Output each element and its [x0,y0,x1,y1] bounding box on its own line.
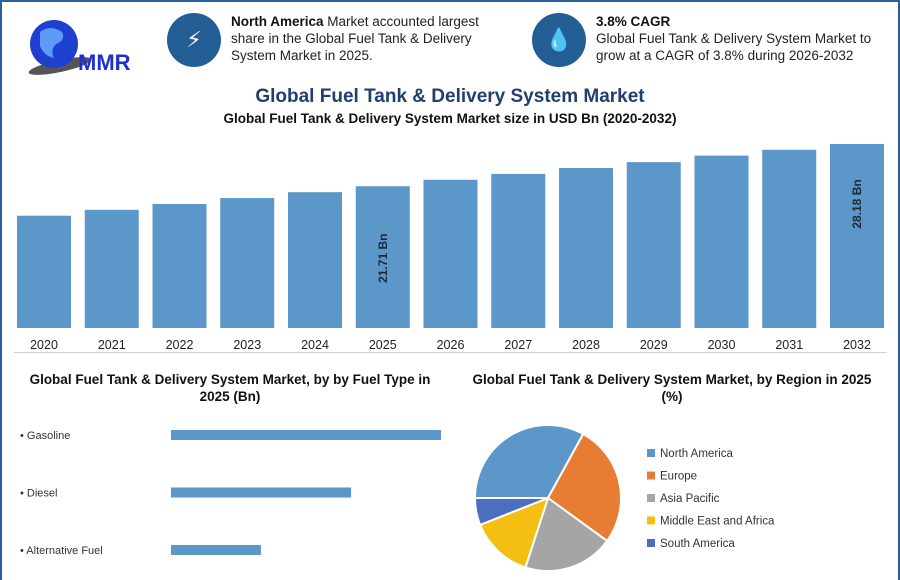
x-tick-label: 2027 [504,338,532,352]
bar-2028 [559,168,613,328]
bar-chart-title: Global Fuel Tank & Delivery System Marke… [223,111,677,126]
bar-2031 [762,149,817,328]
legend-swatch [647,516,655,525]
bar-2023 [220,198,275,328]
category-label: • Diesel [20,488,57,500]
region-pie-chart: North America Europe Asia Pacific Middle Ea… [473,424,775,572]
info-highlight: North America [231,14,324,29]
category-label: • Alternative Fuel [20,545,103,557]
bar-2021 [84,209,139,328]
bar-chart: 2020 2021 2022 2023 2024 2025 21.71 Bn 2026 2027… [17,144,884,352]
bar-2032 [830,144,884,328]
x-tick-label: 2022 [166,338,194,352]
legend-swatch [647,494,655,502]
x-tick-label: 2030 [708,338,736,352]
info-card-cagr: 💧 3.8% CAGR Global Fuel Tank & Delivery S… [532,13,896,67]
x-tick-label: 2024 [301,338,329,352]
pie-slice-south-america [473,497,549,527]
bar-2025 [355,186,410,328]
fuel-type-title: Global Fuel Tank & Delivery System Marke… [29,372,431,404]
legend-swatch [647,471,655,480]
info-highlight: 3.8% CAGR [596,14,671,29]
region-title: Global Fuel Tank & Delivery System Marke… [472,372,872,404]
data-label: 28.18 Bn [850,179,864,228]
x-tick-label: 2020 [30,338,58,352]
bar-2022 [152,203,207,328]
bar-2030 [694,155,749,328]
bar-2020 [17,215,71,328]
pie-slice-middle-east-and-africa [478,496,550,569]
legend-label: Asia Pacific [660,493,720,505]
legend-swatch [647,449,655,457]
x-tick-label: 2021 [98,338,126,352]
x-tick-label: 2028 [572,338,600,352]
page-title: Global Fuel Tank & Delivery System Marke… [255,86,645,107]
category-label: • Gasoline [20,430,70,442]
legend-label: North America [660,448,733,460]
info-text: Global Fuel Tank & Delivery System Marke… [596,31,872,63]
x-tick-label: 2025 [369,338,397,352]
svg-text:MMR: MMR [78,50,131,75]
bar-gasoline [171,430,441,440]
x-tick-label: 2032 [843,338,871,352]
fuel-type-chart: • Gasoline • Diesel • Alternative Fuel [20,430,441,557]
info-card-region: ⚡ North America Market accounted largest… [167,13,501,67]
bar-2024 [288,192,342,328]
divider [14,352,887,353]
legend-swatch [647,539,655,547]
pie-slice-asia-pacific [524,496,609,572]
x-tick-label: 2031 [775,338,803,352]
bar-2029 [626,162,681,328]
x-tick-label: 2026 [437,338,465,352]
bar-2027 [491,173,546,328]
x-tick-label: 2029 [640,338,668,352]
pie-slice-europe [546,432,622,543]
bar-2026 [423,179,478,328]
pie-slice-north-america [473,424,585,499]
bar-alternative-fuel [171,545,261,555]
bar-diesel [171,487,352,498]
legend-label: Middle East and Africa [660,516,775,528]
x-tick-label: 2023 [233,338,261,352]
lightning-icon: ⚡ [167,13,221,67]
legend-label: South America [660,538,735,550]
legend-label: Europe [660,471,697,483]
mmr-logo: MMR [28,20,131,75]
fuel-drop-icon: 💧 [532,13,586,67]
info-text: Market accounted largest share in the Gl… [231,14,479,63]
data-label: 21.71 Bn [376,234,390,283]
